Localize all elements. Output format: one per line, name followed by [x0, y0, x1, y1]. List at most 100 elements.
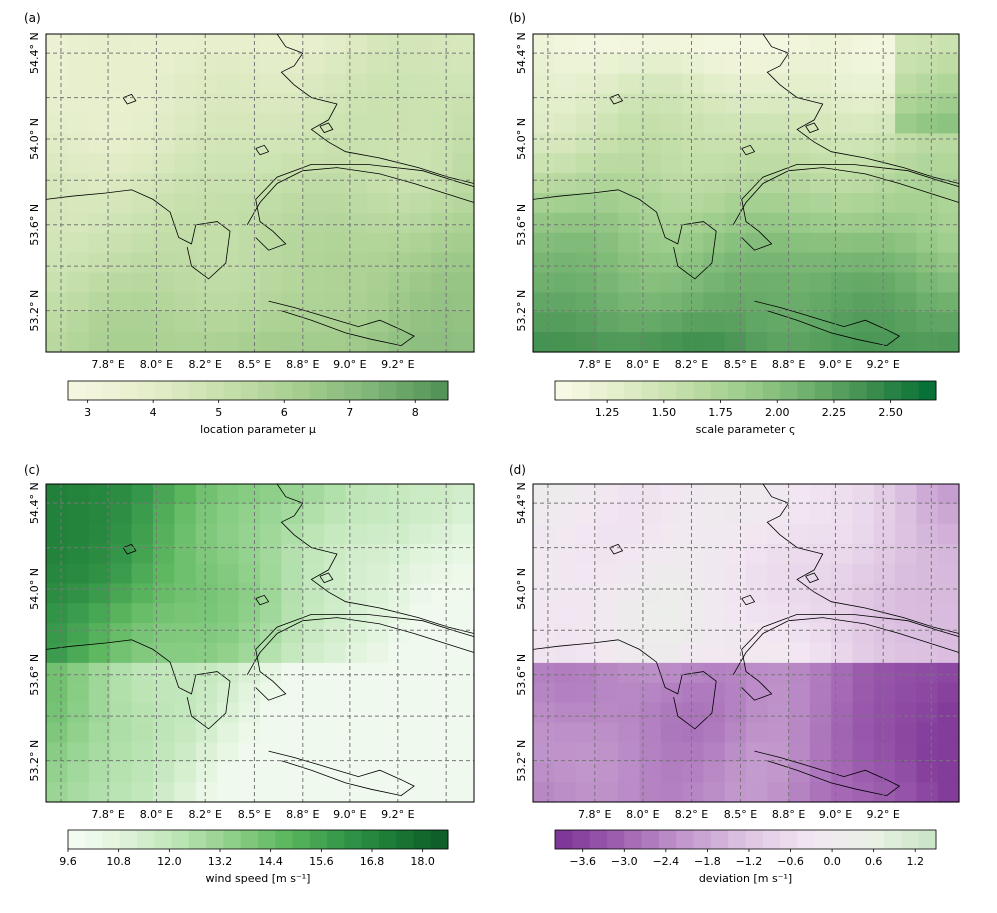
field-cell [703, 173, 726, 194]
field-cell [324, 312, 347, 333]
field-cell [46, 34, 68, 55]
colorbar-segment [154, 830, 173, 849]
field-cell [88, 523, 111, 545]
colorbar-segment [693, 830, 712, 849]
field-cell [367, 212, 389, 234]
field-cell [281, 523, 304, 545]
field-cell [153, 113, 175, 134]
field-cell [217, 583, 240, 604]
field-cell [746, 682, 768, 704]
field-cell [345, 173, 368, 194]
field-cell [554, 133, 577, 154]
field-cell [916, 193, 939, 214]
colorbar-segment [849, 830, 868, 849]
field-cell [767, 312, 790, 333]
field-cell [746, 702, 768, 724]
field-cell [746, 73, 768, 95]
colorbar-segment [745, 381, 764, 400]
field-cell [852, 252, 875, 274]
field-cell [895, 34, 917, 55]
field-cell [809, 34, 832, 55]
colorbar-tick-label: 2.25 [822, 406, 847, 419]
field-cell [195, 682, 218, 704]
field-cell [452, 53, 475, 75]
field-cell [533, 193, 555, 214]
field-cell [452, 212, 475, 234]
field-cell [937, 212, 960, 234]
latitude-label: 53.2° N [28, 290, 41, 332]
field-cell [746, 563, 768, 584]
field-cell [67, 332, 90, 353]
field-cell [67, 682, 90, 704]
field-cell [452, 742, 475, 763]
colorbar-title: deviation [m s⁻¹] [699, 872, 792, 885]
field-cell [452, 702, 475, 724]
field-cell [767, 93, 790, 115]
field-cell [88, 484, 111, 505]
field-cell [88, 623, 111, 644]
field-cell [660, 662, 683, 684]
field-cell [682, 702, 704, 724]
field-cell [746, 153, 768, 174]
field-cell [174, 643, 197, 664]
field-cell [409, 113, 432, 134]
field-cell [431, 682, 454, 704]
field-cell [831, 312, 854, 333]
field-cell [575, 34, 598, 55]
field-cell [431, 782, 454, 803]
field-cell [260, 702, 282, 724]
field-cell [809, 782, 832, 803]
colorbar-segment [344, 830, 363, 849]
field-cell [281, 742, 304, 763]
colorbar-segment [797, 830, 816, 849]
field-cell [153, 332, 175, 353]
colorbar-segment [413, 381, 432, 400]
colorbar-segment [745, 830, 764, 849]
colorbar-segment [572, 830, 591, 849]
field-cell [703, 212, 726, 234]
field-cell [809, 503, 832, 525]
field-cell [937, 782, 960, 803]
field-cell [238, 762, 261, 783]
field-cell [345, 193, 368, 214]
field-cell [639, 153, 662, 174]
colorbar-segment [396, 830, 414, 849]
field-cell [788, 563, 811, 584]
field-cell [46, 484, 68, 505]
field-cell [345, 523, 368, 545]
field-cell [682, 332, 704, 353]
colorbar-segment [780, 381, 798, 400]
field-cell [767, 332, 790, 353]
field-cell [131, 682, 154, 704]
field-cell [873, 292, 896, 313]
field-cell [809, 623, 832, 644]
field-cell [809, 583, 832, 604]
field-cell [153, 34, 175, 55]
field-cell [596, 702, 619, 724]
field-cell [831, 272, 854, 293]
field-cell [682, 543, 704, 565]
field-cell [67, 73, 90, 95]
field-cell [217, 742, 240, 763]
colorbar-tick-label: 2.50 [878, 406, 903, 419]
field-cell [703, 133, 726, 154]
field-cell [281, 543, 304, 565]
longitude-label: 9.2° E [866, 808, 899, 821]
field-cell [703, 312, 726, 333]
field-cell [618, 583, 641, 604]
field-cell [409, 332, 432, 353]
field-cell [852, 133, 875, 154]
field-cell [596, 272, 619, 293]
field-cell [110, 603, 133, 624]
field-cell [767, 232, 790, 254]
colorbar-title: wind speed [m s⁻¹] [206, 872, 311, 885]
field-cell [831, 782, 854, 803]
coastline [805, 572, 820, 584]
field-cell [596, 782, 619, 803]
colorbar-segment [206, 830, 224, 849]
field-cell [533, 722, 555, 743]
field-cell [131, 312, 154, 333]
colorbar-tick-label: −1.8 [694, 855, 721, 868]
field-cell [195, 563, 218, 584]
field-cell [660, 543, 683, 565]
